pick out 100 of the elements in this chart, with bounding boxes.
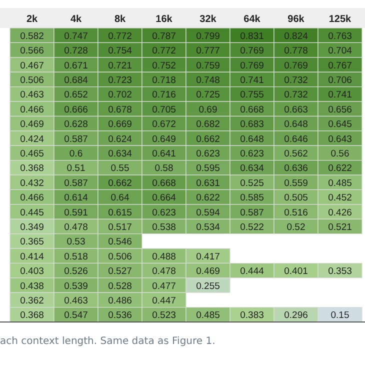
data-label: 0.668	[240, 104, 264, 116]
data-label: 0.732	[284, 74, 308, 86]
data-label: 0.365	[20, 236, 44, 248]
data-label: 0.769	[240, 46, 264, 57]
data-label: 0.614	[64, 192, 88, 204]
data-label: 0.538	[152, 222, 176, 233]
data-label: 0.463	[20, 90, 44, 101]
data-label: 0.705	[152, 104, 176, 116]
data-label: 0.587	[240, 207, 264, 218]
data-label: 0.772	[152, 46, 176, 57]
data-label: 0.769	[240, 60, 264, 72]
data-label: 0.622	[196, 192, 220, 204]
data-label: 0.383	[240, 310, 264, 322]
data-label: 0.741	[240, 74, 264, 86]
data-label: 0.646	[284, 134, 308, 145]
data-label: 0.678	[108, 104, 132, 116]
data-label: 0.362	[20, 295, 44, 306]
data-label: 0.778	[284, 46, 308, 57]
data-label: 0.368	[20, 163, 44, 174]
data-label: 0.403	[20, 266, 44, 278]
data-label: 0.353	[328, 266, 352, 278]
data-label: 0.716	[152, 90, 176, 101]
data-label: 0.447	[152, 295, 176, 306]
data-label: 0.787	[152, 30, 176, 42]
data-label: 0.445	[20, 207, 44, 218]
data-label: 0.723	[108, 74, 132, 86]
x-tick-label: 16k	[156, 14, 173, 25]
data-label: 0.763	[328, 30, 352, 42]
data-label: 0.662	[196, 134, 220, 145]
data-label: 0.656	[328, 104, 352, 116]
data-label: 0.547	[64, 310, 88, 322]
data-label: 0.452	[328, 192, 352, 204]
data-label: 0.55	[110, 163, 130, 174]
data-label: 0.649	[152, 134, 176, 145]
data-label: 0.662	[108, 178, 132, 189]
data-label: 0.623	[152, 207, 176, 218]
x-tick-label: 32k	[200, 14, 217, 25]
data-label: 0.56	[330, 148, 350, 160]
data-label: 0.478	[64, 222, 88, 233]
data-label: 0.368	[20, 310, 44, 322]
data-label: 0.767	[328, 60, 352, 72]
data-label: 0.525	[240, 178, 264, 189]
data-label: 0.526	[64, 266, 88, 278]
data-label: 0.506	[20, 74, 44, 86]
data-label: 0.752	[152, 60, 176, 72]
x-tick-label: 4k	[70, 14, 82, 25]
data-label: 0.591	[64, 207, 88, 218]
data-label: 0.15	[330, 310, 350, 322]
data-label: 0.255	[196, 280, 220, 292]
x-tick-label: 125k	[328, 14, 352, 25]
data-label: 0.467	[20, 60, 44, 72]
data-label: 0.522	[240, 222, 264, 233]
data-label: 0.528	[108, 280, 132, 292]
data-label: 0.747	[64, 30, 88, 42]
data-label: 0.417	[196, 251, 220, 262]
data-label: 0.683	[240, 119, 264, 130]
data-label: 0.777	[196, 46, 220, 57]
data-label: 0.53	[66, 236, 86, 248]
data-label: 0.349	[20, 222, 44, 233]
data-label: 0.58	[154, 163, 174, 174]
data-label: 0.622	[328, 163, 352, 174]
data-label: 0.488	[152, 251, 176, 262]
data-label: 0.706	[328, 74, 352, 86]
data-label: 0.587	[64, 178, 88, 189]
data-label: 0.595	[196, 163, 220, 174]
data-label: 0.485	[196, 310, 220, 322]
data-label: 0.516	[284, 207, 308, 218]
data-label: 0.587	[64, 134, 88, 145]
data-label: 0.748	[196, 74, 220, 86]
data-label: 0.432	[20, 178, 44, 189]
data-label: 0.799	[196, 30, 220, 42]
data-label: 0.517	[108, 222, 132, 233]
data-label: 0.648	[284, 119, 308, 130]
data-label: 0.702	[108, 90, 132, 101]
data-label: 0.534	[196, 222, 220, 233]
data-label: 0.444	[240, 266, 264, 278]
data-label: 0.485	[328, 178, 352, 189]
data-label: 0.566	[20, 46, 44, 57]
data-label: 0.465	[20, 148, 44, 160]
data-label: 0.521	[328, 222, 352, 233]
data-label: 0.615	[108, 207, 132, 218]
data-label: 0.623	[196, 148, 220, 160]
data-label: 0.668	[152, 178, 176, 189]
data-label: 0.469	[20, 119, 44, 130]
data-label: 0.424	[20, 134, 44, 145]
data-label: 0.69	[198, 104, 218, 116]
data-label: 0.505	[284, 192, 308, 204]
data-label: 0.732	[284, 90, 308, 101]
data-label: 0.478	[152, 266, 176, 278]
data-label: 0.401	[284, 266, 308, 278]
data-label: 0.648	[240, 134, 264, 145]
data-label: 0.643	[328, 134, 352, 145]
text: ach context length. Same data as Figure 1.	[0, 336, 216, 347]
data-label: 0.486	[108, 295, 132, 306]
data-label: 0.741	[328, 90, 352, 101]
data-label: 0.666	[64, 104, 88, 116]
data-label: 0.539	[64, 280, 88, 292]
data-label: 0.438	[20, 280, 44, 292]
data-label: 0.631	[196, 178, 220, 189]
data-label: 0.672	[152, 119, 176, 130]
